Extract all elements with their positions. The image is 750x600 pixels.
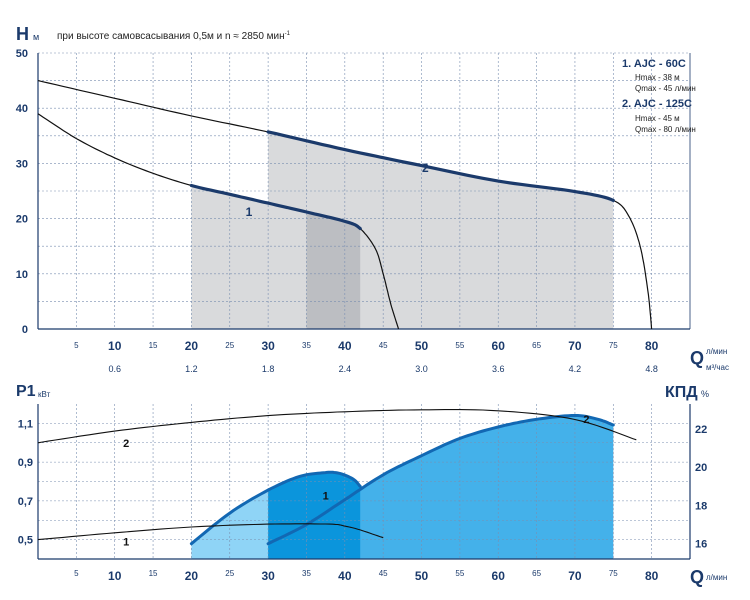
legend-model-2-qmax: Qmax - 80 л/мин bbox=[635, 125, 696, 134]
x-tick-label: 60 bbox=[492, 339, 506, 353]
chart-subtitle-text: при высоте самовсасывания 0,5м и n ≈ 285… bbox=[57, 31, 285, 42]
bottom-grid bbox=[38, 404, 690, 559]
x-tick-label-minor: 35 bbox=[302, 341, 311, 350]
m3h-tick-label: 3.0 bbox=[415, 364, 428, 374]
y-tick-label: 0 bbox=[22, 324, 28, 336]
q-tick-label-minor: 5 bbox=[74, 569, 79, 578]
legend-model-1-qmax: Qmax - 45 л/мин bbox=[635, 84, 696, 93]
power-curve-1-label: 1 bbox=[123, 537, 129, 549]
q-tick-label: 70 bbox=[568, 569, 582, 583]
x-tick-label: 30 bbox=[261, 339, 275, 353]
q-axis-unit-lpm: л/мин bbox=[706, 347, 727, 356]
q-tick-label: 30 bbox=[261, 569, 275, 583]
p1-axis-unit: кВт bbox=[38, 390, 51, 399]
q-tick-label-minor: 75 bbox=[609, 569, 618, 578]
x-tick-label: 50 bbox=[415, 339, 429, 353]
efficiency-tick-label: 20 bbox=[695, 462, 707, 474]
x-tick-label-minor: 15 bbox=[149, 341, 158, 350]
q-tick-label: 40 bbox=[338, 569, 352, 583]
m3h-tick-label: 1.8 bbox=[262, 364, 275, 374]
q-tick-label-minor: 45 bbox=[379, 569, 388, 578]
x-tick-label-minor: 5 bbox=[74, 341, 79, 350]
chart-subtitle: при высоте самовсасывания 0,5м и n ≈ 285… bbox=[57, 31, 291, 42]
p1-axis-label: P1 bbox=[16, 383, 36, 400]
q-tick-label: 60 bbox=[492, 569, 506, 583]
x-tick-label-minor: 55 bbox=[455, 341, 464, 350]
q-tick-label-minor: 55 bbox=[455, 569, 464, 578]
power-curve-2 bbox=[37, 409, 637, 444]
p1-tick-label: 0,7 bbox=[18, 496, 33, 508]
efficiency-axis-unit: % bbox=[701, 389, 709, 399]
h-axis-unit: м bbox=[33, 32, 39, 42]
x-tick-label: 80 bbox=[645, 339, 659, 353]
m3h-tick-label: 1.2 bbox=[185, 364, 198, 374]
legend-model-1-hmax: Hmax - 38 м bbox=[635, 73, 680, 82]
x-tick-label: 10 bbox=[108, 339, 122, 353]
m3h-tick-label: 3.6 bbox=[492, 364, 505, 374]
x-tick-label-minor: 45 bbox=[379, 341, 388, 350]
shaded-range-1-overlap bbox=[306, 212, 361, 329]
q-tick-label: 80 bbox=[645, 569, 659, 583]
q-tick-label: 50 bbox=[415, 569, 429, 583]
efficiency-tick-label: 16 bbox=[695, 539, 707, 551]
legend-model-2-hmax: Hmax - 45 м bbox=[635, 114, 680, 123]
x-tick-label-minor: 25 bbox=[225, 341, 234, 350]
p1-tick-label: 0,9 bbox=[18, 457, 33, 469]
curve-1-label: 1 bbox=[246, 205, 253, 219]
top-grid bbox=[38, 52, 690, 329]
m3h-tick-label: 2.4 bbox=[339, 364, 352, 374]
y-tick-label: 10 bbox=[16, 269, 28, 281]
q-axis-unit-m3h: м³/час bbox=[706, 363, 729, 372]
x-tick-label-minor: 75 bbox=[609, 341, 618, 350]
m3h-tick-label: 4.2 bbox=[569, 364, 582, 374]
x-tick-label: 40 bbox=[338, 339, 352, 353]
efficiency-curve-2 bbox=[266, 414, 615, 546]
curve-1-operating-range bbox=[189, 183, 362, 231]
efficiency-curve-2-label: 2 bbox=[583, 414, 589, 426]
x-tick-label-minor: 65 bbox=[532, 341, 541, 350]
m3h-tick-label: 0.6 bbox=[108, 364, 121, 374]
efficiency-tick-label: 18 bbox=[695, 500, 707, 512]
q-axis-symbol-bottom: Q bbox=[690, 567, 704, 587]
efficiency-axis-label: КПД bbox=[665, 384, 698, 401]
efficiency-area-overlap bbox=[268, 472, 361, 559]
efficiency-curve-1-label: 1 bbox=[323, 491, 329, 503]
power-curve-2-label: 2 bbox=[123, 438, 129, 450]
chart-subtitle-sup: -1 bbox=[285, 31, 291, 37]
p1-tick-label: 1,1 bbox=[18, 418, 33, 430]
q-tick-label-minor: 15 bbox=[149, 569, 158, 578]
power-curve-1 bbox=[37, 523, 384, 541]
legend: 1. AJC - 60C Hmax - 38 м Qmax - 45 л/мин… bbox=[622, 58, 696, 134]
efficiency-tick-label: 22 bbox=[695, 424, 707, 436]
legend-model-2: 2. AJC - 125C bbox=[622, 98, 692, 110]
q-axis-unit-bottom: л/мин bbox=[706, 573, 727, 582]
q-tick-label-minor: 25 bbox=[225, 569, 234, 578]
curve-2-label: 2 bbox=[422, 161, 429, 175]
q-tick-label-minor: 65 bbox=[532, 569, 541, 578]
q-tick-label: 10 bbox=[108, 569, 122, 583]
efficiency-curve-1 bbox=[189, 470, 362, 546]
y-tick-label: 20 bbox=[16, 214, 28, 226]
y-tick-label: 50 bbox=[16, 48, 28, 60]
x-tick-label: 20 bbox=[185, 339, 199, 353]
p1-tick-label: 0,5 bbox=[18, 535, 33, 547]
h-axis-symbol: H bbox=[16, 24, 29, 44]
q-axis-symbol: Q bbox=[690, 348, 704, 368]
q-tick-label-minor: 35 bbox=[302, 569, 311, 578]
q-tick-label: 20 bbox=[185, 569, 199, 583]
curve-2-operating-range bbox=[266, 130, 615, 202]
m3h-tick-label: 4.8 bbox=[645, 364, 658, 374]
y-tick-label: 40 bbox=[16, 103, 28, 115]
y-tick-label: 30 bbox=[16, 158, 28, 170]
x-tick-label: 70 bbox=[568, 339, 582, 353]
legend-model-1: 1. AJC - 60C bbox=[622, 58, 686, 70]
power-efficiency-chart: 2 1 1 2 0,5 0,7 0,9 1,1 16 18 20 22 10 20 30 40 50 60 70 80… bbox=[18, 404, 707, 583]
